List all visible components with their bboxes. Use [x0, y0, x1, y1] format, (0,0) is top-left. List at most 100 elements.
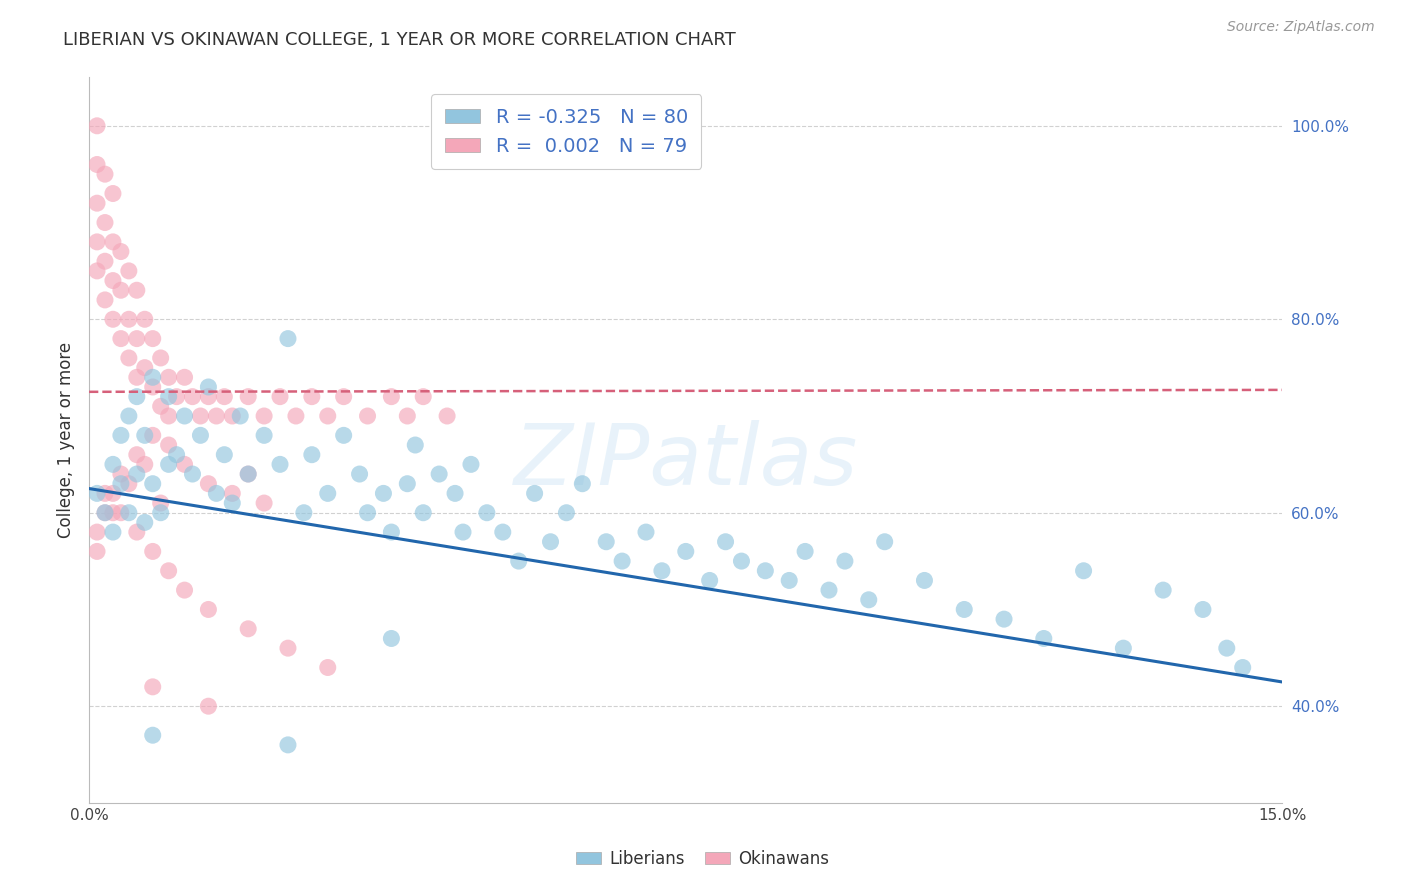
Point — [523, 486, 546, 500]
Point — [118, 264, 141, 278]
Point — [427, 467, 450, 481]
Point — [332, 390, 354, 404]
Point — [125, 370, 148, 384]
Point — [101, 312, 124, 326]
Point — [197, 602, 219, 616]
Point — [451, 524, 474, 539]
Point — [157, 564, 180, 578]
Point — [356, 506, 378, 520]
Point — [101, 458, 124, 472]
Point — [475, 506, 498, 520]
Point — [110, 283, 132, 297]
Point — [610, 554, 633, 568]
Point — [873, 534, 896, 549]
Point — [699, 574, 721, 588]
Point — [110, 476, 132, 491]
Point — [142, 680, 165, 694]
Point — [142, 332, 165, 346]
Point — [238, 622, 260, 636]
Point — [277, 738, 299, 752]
Point — [238, 467, 260, 481]
Point — [436, 409, 458, 423]
Point — [460, 458, 482, 472]
Point — [86, 486, 108, 500]
Point — [253, 428, 276, 442]
Point — [110, 244, 132, 259]
Point — [571, 476, 593, 491]
Point — [110, 506, 132, 520]
Point — [205, 486, 228, 500]
Point — [1032, 632, 1054, 646]
Point — [818, 583, 841, 598]
Point — [134, 458, 156, 472]
Point — [238, 390, 260, 404]
Point — [134, 360, 156, 375]
Point — [714, 534, 737, 549]
Point — [190, 428, 212, 442]
Point — [166, 448, 188, 462]
Point — [86, 235, 108, 249]
Point — [332, 428, 354, 442]
Point — [1216, 641, 1239, 656]
Point — [101, 274, 124, 288]
Point — [101, 486, 124, 500]
Point — [380, 632, 402, 646]
Point — [157, 458, 180, 472]
Point — [373, 486, 395, 500]
Point — [142, 380, 165, 394]
Point — [125, 467, 148, 481]
Point — [214, 448, 236, 462]
Text: ZIPatlas: ZIPatlas — [513, 420, 858, 503]
Point — [914, 574, 936, 588]
Point — [253, 409, 276, 423]
Legend: Liberians, Okinawans: Liberians, Okinawans — [569, 844, 837, 875]
Point — [142, 370, 165, 384]
Point — [125, 524, 148, 539]
Point — [86, 544, 108, 558]
Point — [316, 660, 339, 674]
Point — [142, 544, 165, 558]
Y-axis label: College, 1 year or more: College, 1 year or more — [58, 343, 75, 538]
Point — [118, 312, 141, 326]
Point — [301, 448, 323, 462]
Point — [508, 554, 530, 568]
Point — [173, 370, 195, 384]
Point — [125, 390, 148, 404]
Point — [754, 564, 776, 578]
Point — [142, 728, 165, 742]
Point — [173, 583, 195, 598]
Point — [404, 438, 426, 452]
Point — [125, 448, 148, 462]
Point — [181, 467, 204, 481]
Point — [412, 506, 434, 520]
Point — [634, 524, 657, 539]
Point — [118, 506, 141, 520]
Point — [1192, 602, 1215, 616]
Point — [412, 390, 434, 404]
Point — [173, 458, 195, 472]
Point — [134, 516, 156, 530]
Point — [301, 390, 323, 404]
Point — [316, 409, 339, 423]
Legend: R = -0.325   N = 80, R =  0.002   N = 79: R = -0.325 N = 80, R = 0.002 N = 79 — [432, 95, 702, 169]
Point — [197, 476, 219, 491]
Point — [94, 506, 117, 520]
Point — [221, 486, 243, 500]
Text: LIBERIAN VS OKINAWAN COLLEGE, 1 YEAR OR MORE CORRELATION CHART: LIBERIAN VS OKINAWAN COLLEGE, 1 YEAR OR … — [63, 31, 735, 49]
Point — [1073, 564, 1095, 578]
Point — [118, 409, 141, 423]
Point — [157, 370, 180, 384]
Point — [86, 119, 108, 133]
Point — [110, 467, 132, 481]
Point — [166, 390, 188, 404]
Point — [86, 264, 108, 278]
Point — [277, 332, 299, 346]
Point — [1112, 641, 1135, 656]
Point — [380, 390, 402, 404]
Point — [94, 215, 117, 229]
Point — [1232, 660, 1254, 674]
Point — [110, 332, 132, 346]
Point — [157, 438, 180, 452]
Point — [221, 409, 243, 423]
Point — [356, 409, 378, 423]
